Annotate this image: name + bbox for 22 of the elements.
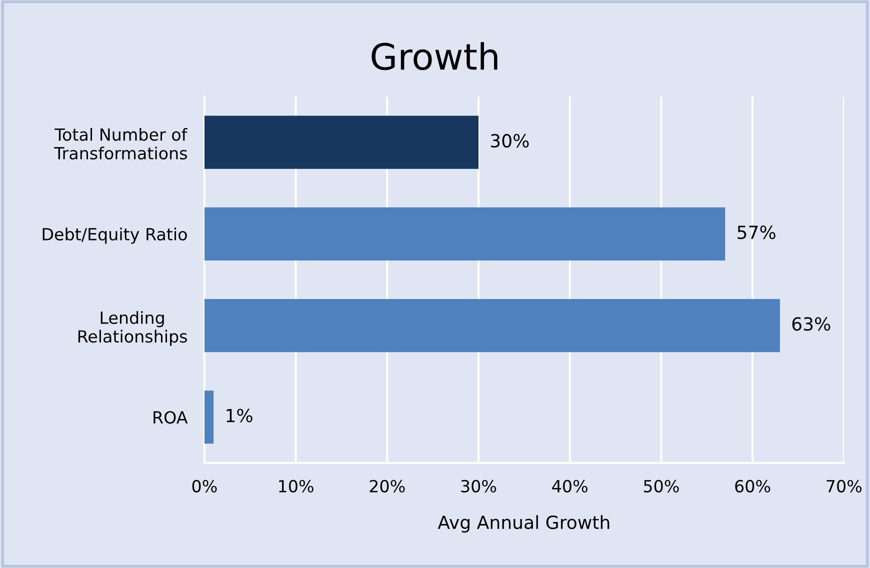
x-tick-label: 70% xyxy=(826,480,862,492)
x-tick-label: 40% xyxy=(552,480,588,492)
bar xyxy=(204,390,214,444)
data-label: 1% xyxy=(226,408,252,422)
y-tick-label: ROA xyxy=(154,411,188,424)
y-tick-label: Total Number of Transformations xyxy=(54,128,188,160)
x-tick-label: 60% xyxy=(735,480,770,492)
bar xyxy=(204,298,780,352)
x-tick-label: 0% xyxy=(192,480,217,492)
bar xyxy=(204,207,726,261)
x-tick-label: 30% xyxy=(461,480,496,492)
y-tick-label: Debt/Equity Ratio xyxy=(42,228,187,244)
x-tick-label: 10% xyxy=(279,480,314,492)
x-axis-title: Avg Annual Growth xyxy=(438,515,610,533)
data-label: 57% xyxy=(738,226,776,240)
x-tick-label: 20% xyxy=(370,480,405,492)
data-label: 30% xyxy=(490,134,529,148)
data-label: 63% xyxy=(792,317,830,331)
x-tick-label: 50% xyxy=(644,480,679,492)
y-tick-label: Lending Relationships xyxy=(78,311,187,346)
chart-title: Growth xyxy=(372,42,498,70)
bar xyxy=(204,116,478,169)
